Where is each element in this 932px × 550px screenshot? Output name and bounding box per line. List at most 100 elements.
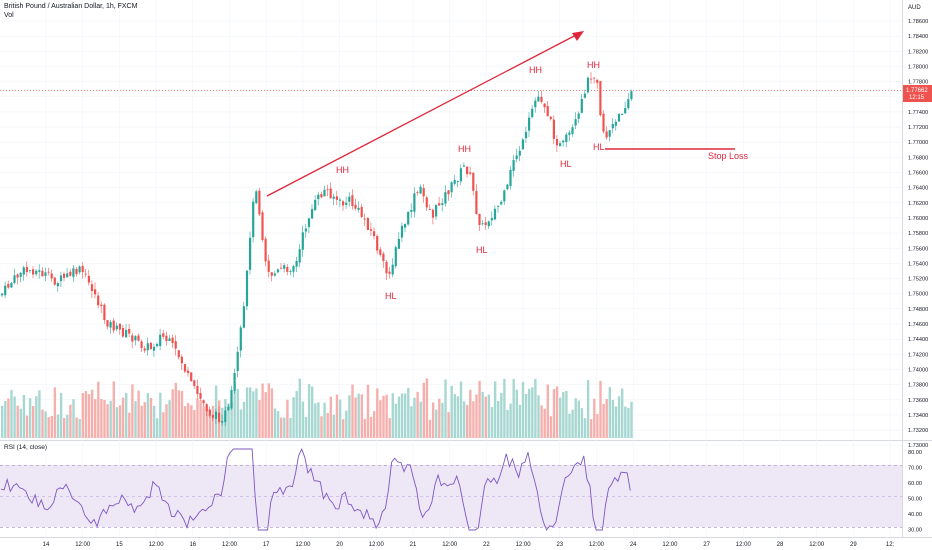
candle-body: [252, 201, 255, 238]
candle-body: [583, 93, 586, 98]
volume-bar: [84, 390, 88, 438]
candle-body: [487, 221, 490, 227]
candle-body: [218, 412, 221, 423]
volume-bar: [75, 417, 78, 438]
candle-body: [435, 205, 438, 217]
volume-bar: [379, 400, 382, 438]
volume-bar: [580, 408, 584, 438]
swing-label-hl-3: HL: [560, 159, 572, 169]
rsi-label: RSI (14, close): [4, 444, 47, 451]
candle-body: [391, 264, 394, 275]
volume-label: Vol: [4, 12, 14, 19]
volume-bar: [509, 403, 512, 438]
time-tick-label: 14: [43, 542, 50, 548]
candle-body: [156, 344, 159, 347]
swing-label-hh-4: HH: [587, 60, 600, 70]
candle-body: [484, 222, 487, 226]
candle-body: [568, 132, 571, 135]
candle-body: [577, 113, 580, 119]
volume-bar: [583, 418, 587, 438]
volume-bar: [143, 402, 146, 438]
volume-bar: [190, 405, 193, 438]
rsi-axis[interactable]: 80.00 70.00 60.00 50.00 40.00 30.00: [908, 450, 922, 534]
main-pane[interactable]: [0, 0, 902, 440]
volume-bar: [53, 387, 57, 438]
volume-bar: [484, 396, 487, 438]
time-tick-label: 12:00: [369, 542, 385, 548]
candle-body: [214, 411, 218, 419]
candle-body: [611, 123, 614, 129]
candle-body: [329, 188, 332, 199]
price-tick-label: 1.75000: [908, 292, 928, 298]
volume-bar: [382, 395, 385, 438]
rsi-line: [0, 448, 631, 531]
volume-bar: [13, 396, 16, 438]
time-tick-label: 29: [850, 542, 857, 548]
candle-body: [351, 195, 354, 207]
candle-body: [431, 209, 435, 218]
volume-bar: [562, 392, 565, 438]
candle-body: [493, 208, 497, 220]
time-tick-label: 23: [556, 542, 563, 548]
volume-bar: [459, 381, 463, 438]
candle-body: [255, 191, 258, 204]
volume-bar: [230, 402, 233, 438]
volume-bar: [245, 387, 249, 438]
candle-body: [599, 81, 602, 116]
candlesticks: [1, 72, 633, 427]
volume-bar: [543, 408, 546, 438]
price-tick-label: 1.76600: [908, 171, 928, 177]
candle-body: [183, 364, 187, 372]
candle-body: [81, 265, 84, 273]
swing-label-hh-1: HH: [336, 165, 349, 175]
candle-body: [44, 272, 47, 276]
volume-bar: [453, 394, 456, 438]
trend-arrow[interactable]: [266, 33, 579, 197]
last-price-value: 1.77662: [906, 88, 928, 94]
candle-body: [211, 414, 214, 418]
candle-body: [19, 272, 22, 277]
volume-bar: [94, 399, 97, 438]
volume-bar: [456, 396, 460, 438]
candle-body: [528, 117, 531, 131]
candle-body: [112, 320, 115, 331]
candle-body: [419, 186, 422, 194]
volume-bar: [518, 404, 522, 438]
volume-bar: [326, 413, 329, 438]
volume-bar: [137, 390, 140, 438]
candle-body: [38, 270, 41, 272]
volume-bar: [503, 378, 506, 438]
volume-bar: [258, 400, 261, 438]
volume-bar: [78, 419, 81, 438]
candle-body: [397, 238, 400, 249]
time-axis[interactable]: 14 12:00 15 12:00 16 12:00 17 12:00 20 12:00 21 12:…: [43, 542, 895, 548]
candle-body: [249, 237, 252, 270]
volume-bar: [255, 388, 258, 438]
volume-bar: [174, 382, 177, 438]
volume-bar: [481, 391, 484, 438]
volume-bar: [376, 388, 379, 438]
volume-bar: [100, 398, 103, 438]
volume-bar: [462, 401, 466, 438]
candle-body: [540, 96, 543, 102]
price-tick-label: 1.75400: [908, 261, 928, 267]
price-axis[interactable]: 1.78600 1.78400 1.78200 1.78000 1.77800 1.776…: [908, 19, 928, 449]
candle-body: [543, 103, 546, 108]
candle-body: [106, 320, 109, 327]
volume-bar: [614, 406, 618, 438]
candle-body: [441, 203, 444, 205]
candle-body: [453, 180, 456, 184]
time-tick-label: 12:00: [222, 542, 238, 548]
candle-body: [273, 273, 276, 276]
candle-body: [224, 410, 227, 423]
volume-bar: [118, 405, 122, 438]
candle-body: [503, 190, 506, 202]
candle-body: [469, 172, 472, 174]
time-tick-label: 16: [189, 542, 196, 548]
candle-body: [317, 194, 320, 200]
volume-bar: [97, 381, 100, 438]
candle-body: [196, 385, 199, 395]
candle-body: [286, 266, 289, 272]
candle-body: [283, 265, 286, 269]
